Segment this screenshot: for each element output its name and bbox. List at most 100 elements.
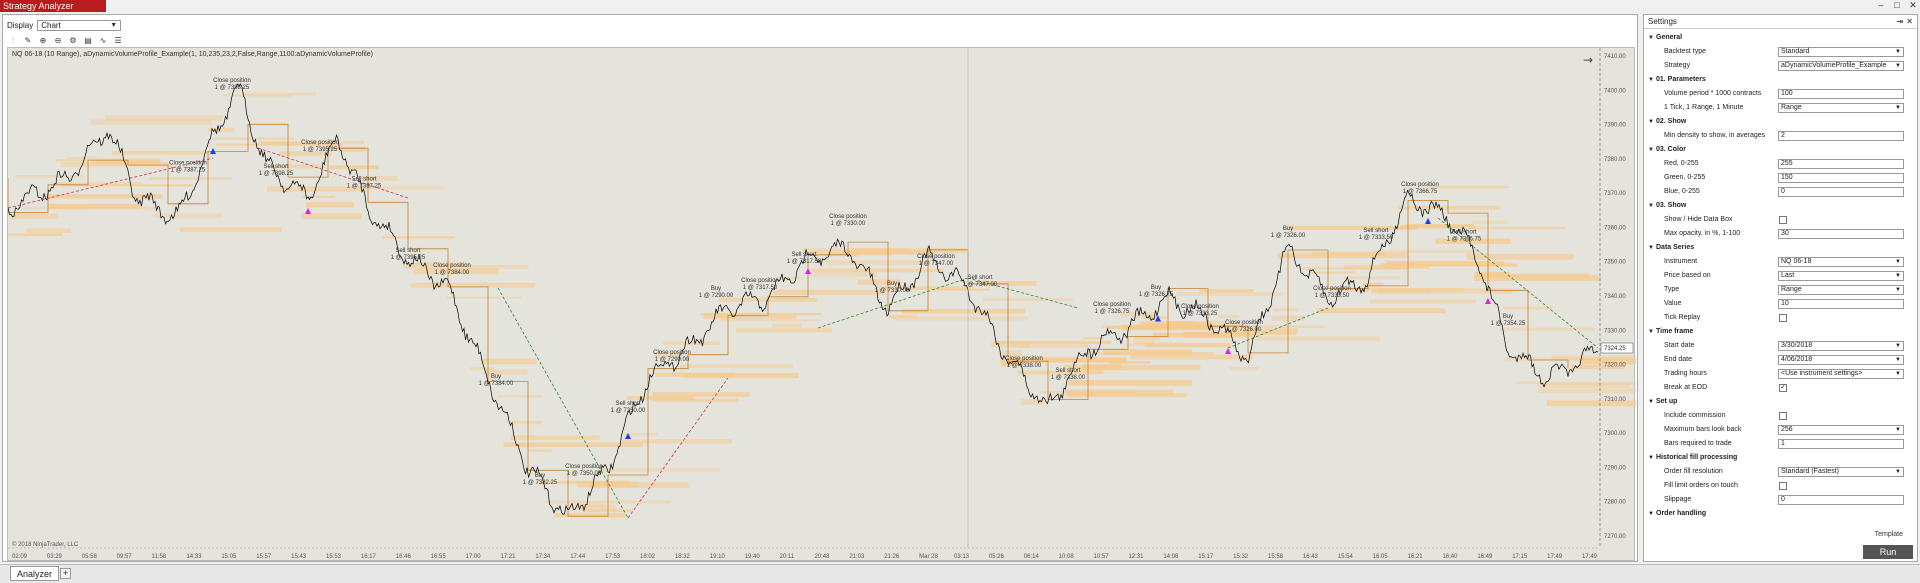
x-tick-label: 15:17 [1198, 554, 1214, 560]
setting-label: 1 Tick, 1 Range, 1 Minute [1664, 104, 1744, 111]
x-tick-label: 03:29 [47, 554, 63, 560]
template-link[interactable]: Template [1874, 531, 1903, 538]
settings-section[interactable]: ▼ Set up [1644, 395, 1917, 409]
zoom-out-icon[interactable]: ⊖ [54, 35, 62, 45]
chevron-down-icon: ▼ [1895, 469, 1901, 475]
collapse-icon[interactable]: ▼ [1648, 455, 1654, 461]
settings-section[interactable]: ▼ 03. Color [1644, 143, 1917, 157]
chart-area[interactable]: Close position 1 @ 7387.25 Close position 1… [7, 47, 1636, 561]
settings-section[interactable]: ▼ Time frame [1644, 325, 1917, 339]
run-button[interactable]: Run [1863, 545, 1913, 559]
setting-checkbox[interactable] [1779, 314, 1787, 322]
x-tick-label: 03:13 [954, 554, 970, 560]
volume-profile-bar [683, 373, 799, 379]
zoom-in-icon[interactable]: ⊕ [39, 35, 47, 45]
trade-connector-line [497, 287, 629, 519]
setting-label: Break at EOD [1664, 384, 1708, 391]
volume-profile-bar [402, 265, 529, 269]
settings-section[interactable]: ▼ 03. Show [1644, 199, 1917, 213]
volume-profile-bar [626, 396, 695, 400]
setting-select[interactable]: <Use instrument settings> ▼ [1778, 369, 1904, 379]
trade-annotation-price: 1 @ 7290.00 [655, 357, 690, 363]
volume-profile-bar [1309, 271, 1356, 274]
setting-select[interactable]: Standard (Fastest) ▼ [1778, 467, 1904, 477]
setting-value: NQ 06-18 [1781, 258, 1812, 265]
settings-section[interactable]: ▼ Order handling [1644, 507, 1917, 521]
collapse-icon[interactable]: ▼ [1648, 245, 1654, 251]
setting-select[interactable]: Range ▼ [1778, 103, 1904, 113]
setting-input[interactable]: 0 [1778, 495, 1904, 505]
volume-profile-bar [1017, 370, 1103, 375]
setting-select[interactable]: NQ 06-18 ▼ [1778, 257, 1904, 267]
trade-annotation-label: Close position [213, 78, 251, 84]
draw-icon[interactable]: ✎ [24, 35, 32, 45]
setting-select[interactable]: 256 ▼ [1778, 425, 1904, 435]
setting-select[interactable]: 4/06/2018 ▼ [1778, 355, 1904, 365]
setting-input[interactable]: 10 [1778, 299, 1904, 309]
y-tick-label: 7270.00 [1604, 534, 1626, 540]
setting-checkbox[interactable] [1779, 482, 1787, 490]
properties-icon[interactable]: ⚙ [69, 35, 77, 45]
strategies-icon[interactable]: ∿ [99, 35, 107, 45]
x-tick-label: 17:34 [535, 554, 551, 560]
setting-input[interactable]: 30 [1778, 229, 1904, 239]
settings-header: Settings ⇥ ✕ [1644, 15, 1917, 29]
collapse-icon[interactable]: ▼ [1648, 77, 1654, 83]
settings-section[interactable]: ▼ 01. Parameters [1644, 73, 1917, 87]
setting-select[interactable]: 3/30/2018 ▼ [1778, 341, 1904, 351]
collapse-icon[interactable]: ▼ [1648, 119, 1654, 125]
volume-profile-bar [1379, 263, 1518, 267]
setting-input[interactable]: 255 [1778, 159, 1904, 169]
setting-label: Price based on [1664, 272, 1711, 279]
trade-annotation-price: 1 @ 7333.50 [1315, 293, 1350, 299]
trade-annotation-label: Buy [1151, 285, 1161, 291]
minimize-icon[interactable]: – [1878, 0, 1884, 10]
collapse-icon[interactable]: ▼ [1648, 399, 1654, 405]
x-tick-label: 02:09 [12, 554, 28, 560]
setting-select[interactable]: Standard ▼ [1778, 47, 1904, 57]
volume-profile-bar [718, 313, 744, 319]
setting-checkbox[interactable] [1779, 216, 1787, 224]
settings-row: Break at EOD ✓ [1644, 381, 1917, 395]
setting-input[interactable]: 150 [1778, 173, 1904, 183]
setting-input[interactable]: 0 [1778, 187, 1904, 197]
settings-section[interactable]: ▼ 02. Show [1644, 115, 1917, 129]
volume-profile-bar [23, 206, 157, 210]
maximize-icon[interactable]: □ [1894, 0, 1900, 10]
x-tick-label: 05:26 [989, 554, 1005, 560]
settings-section[interactable]: ▼ Data Series [1644, 241, 1917, 255]
setting-select[interactable]: Range ▼ [1778, 285, 1904, 295]
setting-input[interactable]: 1 [1778, 439, 1904, 449]
setting-checkbox[interactable] [1779, 412, 1787, 420]
settings-section[interactable]: ▼ General [1644, 31, 1917, 45]
add-tab-button[interactable]: + [60, 568, 71, 579]
display-select[interactable]: Chart ▼ [37, 19, 122, 31]
x-tick-label: 17:44 [570, 554, 586, 560]
y-tick-label: 7360.00 [1604, 225, 1626, 231]
collapse-icon[interactable]: ▼ [1648, 203, 1654, 209]
close-settings-icon[interactable]: ✕ [1906, 17, 1913, 26]
volume-profile-bar [527, 449, 552, 452]
collapse-icon[interactable]: ▼ [1648, 35, 1654, 41]
collapse-icon[interactable]: ▼ [1648, 147, 1654, 153]
close-icon[interactable]: ✕ [1909, 0, 1917, 10]
volume-profile-bar [1109, 361, 1151, 364]
sell-arrow-marker [805, 268, 811, 274]
indicators-icon[interactable]: ▤ [84, 35, 92, 45]
setting-select[interactable]: Last ▼ [1778, 271, 1904, 281]
setting-input[interactable]: 2 [1778, 131, 1904, 141]
collapse-icon[interactable]: ▼ [1648, 329, 1654, 335]
settings-section[interactable]: ▼ Historical fill processing [1644, 451, 1917, 465]
pin-icon[interactable]: ⇥ [1896, 17, 1903, 26]
collapse-icon[interactable]: ▼ [1648, 511, 1654, 517]
setting-label: Backtest type [1664, 48, 1707, 55]
setting-input[interactable]: 100 [1778, 89, 1904, 99]
data-box-icon[interactable]: ☰ [114, 35, 122, 45]
bar-type-icon[interactable]: ⫶ [12, 35, 14, 45]
volume-profile-bar [1334, 287, 1464, 292]
setting-checkbox[interactable]: ✓ [1779, 384, 1787, 392]
setting-select[interactable]: aDynamicVolumeProfile_Example ▼ [1778, 61, 1904, 71]
volume-profile-bar [510, 435, 600, 440]
tab-analyzer[interactable]: Analyzer [10, 566, 60, 581]
volume-profile-bar [26, 228, 72, 233]
